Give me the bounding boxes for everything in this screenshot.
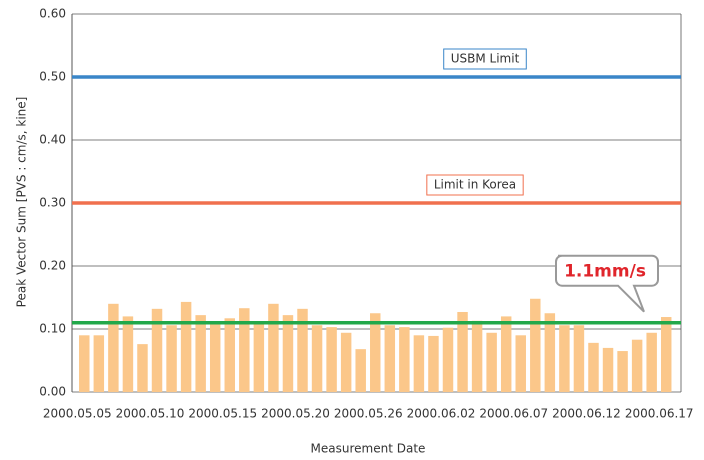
- y-tick-label: 0.30: [39, 196, 66, 210]
- bar: [166, 325, 177, 392]
- reference-label-box: [443, 48, 527, 70]
- bar: [646, 332, 657, 392]
- reference-label: Limit in Korea: [434, 178, 516, 192]
- bar: [108, 303, 119, 392]
- y-tick-label: 0.40: [39, 133, 66, 147]
- x-tick-label: 2000.05.20: [261, 407, 330, 421]
- y-tick-label: 0.60: [39, 7, 66, 21]
- bar: [428, 335, 439, 392]
- bar: [326, 327, 337, 392]
- bar: [355, 349, 366, 392]
- y-tick-label: 0.00: [39, 385, 66, 399]
- bar: [253, 322, 265, 392]
- bar: [544, 313, 556, 392]
- bar: [442, 327, 454, 392]
- bar: [340, 332, 352, 392]
- callout-box: [555, 254, 659, 313]
- bar: [413, 335, 425, 392]
- y-tick-label: 0.10: [39, 322, 66, 336]
- bar: [224, 318, 235, 392]
- bar: [602, 347, 614, 392]
- x-tick-label: 2000.06.12: [552, 407, 621, 421]
- bar: [311, 325, 323, 392]
- x-tick-label: 2000.06.07: [479, 407, 548, 421]
- bar: [573, 325, 585, 392]
- bar: [268, 303, 279, 392]
- bar: [471, 320, 483, 392]
- bar: [209, 322, 221, 392]
- bar: [486, 332, 497, 392]
- x-tick-label: 2000.05.15: [188, 407, 257, 421]
- bar: [384, 325, 396, 392]
- bar: [631, 339, 643, 392]
- bar: [370, 313, 381, 392]
- bar: [500, 316, 512, 392]
- bar: [660, 317, 672, 392]
- bar: [588, 342, 599, 392]
- bar: [559, 325, 570, 392]
- y-tick-label: 0.20: [39, 259, 66, 273]
- y-axis-title: Peak Vector Sum [PVS : cm/s, kine]: [15, 97, 29, 308]
- bar: [180, 301, 192, 392]
- bar: [79, 335, 90, 392]
- reference-label: USBM Limit: [451, 52, 520, 66]
- bar: [297, 308, 308, 392]
- bar: [93, 335, 105, 392]
- bar: [399, 327, 410, 392]
- bar: [239, 308, 250, 392]
- x-tick-label: 2000.05.10: [116, 407, 185, 421]
- bar: [530, 298, 541, 392]
- bar: [515, 335, 526, 392]
- y-tick-label: 0.50: [39, 70, 66, 84]
- x-tick-label: 2000.06.17: [625, 407, 694, 421]
- bar: [122, 316, 134, 392]
- bar: [457, 311, 468, 392]
- bar: [195, 315, 206, 392]
- bar: [151, 308, 163, 392]
- x-tick-label: 2000.05.05: [43, 407, 112, 421]
- x-tick-label: 2000.06.02: [407, 407, 476, 421]
- bar: [137, 344, 148, 392]
- x-tick-label: 2000.05.26: [334, 407, 403, 421]
- x-axis-title: Measurement Date: [311, 442, 426, 456]
- bar: [282, 315, 294, 392]
- reference-label-box: [426, 174, 524, 196]
- bar: [617, 351, 628, 392]
- callout-label: 1.1mm/s: [564, 262, 646, 282]
